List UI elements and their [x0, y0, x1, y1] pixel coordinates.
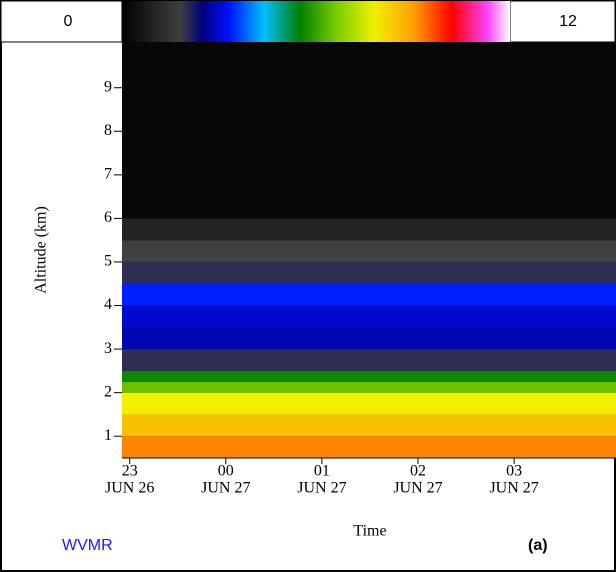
heatmap-cell [122, 381, 616, 393]
colorbar-max-label: 12 [559, 13, 577, 30]
heatmap-cell [122, 349, 616, 371]
y-tick-label: 6 [104, 209, 112, 226]
panel-label: (a) [528, 537, 548, 554]
heatmap-cell [122, 240, 616, 262]
x-tick-label: 01 [314, 463, 330, 480]
x-tick-date: JUN 27 [201, 480, 250, 497]
y-tick-label: 1 [104, 427, 112, 444]
x-tick-date: JUN 27 [489, 480, 538, 497]
heatmap-cell [122, 370, 616, 382]
heatmap-cell [122, 436, 616, 458]
heatmap-cell [122, 327, 616, 350]
heatmap-cell [122, 305, 616, 328]
x-tick-label: 02 [410, 463, 426, 480]
x-tick-date: JUN 27 [393, 480, 442, 497]
heatmap-cell [122, 261, 616, 284]
y-tick-label: 5 [104, 253, 112, 270]
colorbar-min-box [0, 0, 123, 43]
y-tick-label: 7 [104, 166, 112, 183]
heatmap-cell [122, 392, 616, 415]
x-tick-date: JUN 27 [297, 480, 346, 497]
y-tick-label: 4 [104, 296, 112, 313]
heatmap-cell [122, 414, 616, 437]
x-tick-label: 23 [122, 463, 138, 480]
x-tick-label: 03 [506, 463, 522, 480]
plot-area [122, 42, 616, 458]
heatmap-cell [122, 218, 616, 241]
y-tick-label: 3 [104, 340, 112, 357]
colorbar-max-box [509, 0, 616, 43]
y-tick-label: 2 [104, 383, 112, 400]
heatmap-cell [122, 42, 616, 219]
x-axis-label: Time [353, 523, 386, 540]
colorbar-min-label: 0 [64, 13, 73, 30]
colorbar [122, 1, 510, 42]
tag-label: WVMR [62, 537, 113, 554]
heatmap-cell [122, 283, 616, 306]
x-tick-label: 00 [218, 463, 234, 480]
x-tick-date: JUN 26 [105, 480, 154, 497]
y-axis-label: Altitude (km) [33, 206, 50, 294]
y-tick-label: 8 [104, 122, 112, 139]
y-tick-label: 9 [104, 78, 112, 95]
